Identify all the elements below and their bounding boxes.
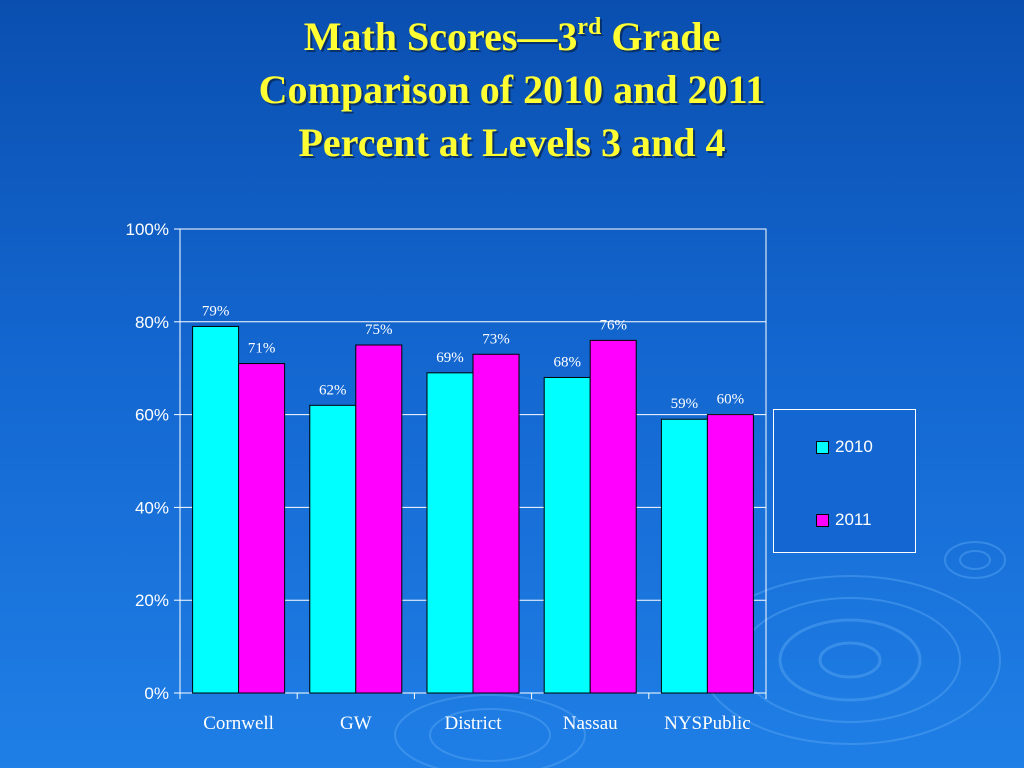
y-tick-label: 20%: [135, 591, 169, 610]
data-label: 79%: [202, 303, 230, 319]
bar-2011-district: [472, 353, 520, 694]
title-line-2: Comparison of 2010 and 2011: [258, 67, 766, 112]
bar-2011-nassau: [589, 339, 637, 694]
x-tick-label: NYSPublic: [664, 713, 751, 734]
bar-2010-cornwell: [192, 325, 240, 694]
data-label: 68%: [553, 354, 581, 370]
legend-label-2011: 2011: [835, 510, 872, 529]
y-tick-label: 0%: [144, 684, 169, 703]
title-line-1: Math Scores—3rd Grade: [303, 14, 721, 59]
bar-2010-district: [426, 372, 474, 694]
x-tick-label: GW: [340, 713, 372, 734]
x-tick-label: Cornwell: [203, 713, 274, 734]
x-tick-label: Nassau: [563, 713, 618, 734]
data-label: 62%: [319, 382, 347, 398]
chart-legend: 2010 2011: [773, 409, 916, 553]
title-line-3: Percent at Levels 3 and 4: [298, 120, 726, 165]
data-label: 60%: [717, 392, 745, 408]
bar-2011-cornwell: [238, 363, 286, 694]
bar-2010-nyspublic: [660, 418, 708, 694]
data-label: 75%: [365, 322, 393, 338]
bar-2011-gw: [355, 344, 403, 694]
y-tick-label: 80%: [135, 313, 169, 332]
bar-2010-nassau: [543, 376, 591, 694]
slide-title: Math Scores—3rd Grade Comparison of 2010…: [0, 10, 1024, 169]
bar-2011-nyspublic: [706, 414, 754, 694]
bar-2010-gw: [309, 404, 357, 694]
y-tick-label: 100%: [126, 220, 169, 239]
legend-swatch-2011: [816, 513, 829, 527]
legend-item-2011: 2011: [816, 510, 872, 530]
y-tick-label: 60%: [135, 406, 169, 425]
data-label: 59%: [671, 396, 699, 412]
legend-item-2010: 2010: [816, 437, 873, 457]
data-label: 71%: [248, 341, 276, 357]
data-label: 73%: [482, 331, 510, 347]
y-tick-label: 40%: [135, 498, 169, 517]
legend-swatch-2010: [816, 440, 829, 454]
data-label: 69%: [436, 350, 464, 366]
data-label: 76%: [599, 317, 627, 333]
x-tick-label: District: [445, 713, 503, 734]
legend-label-2010: 2010: [835, 437, 873, 456]
